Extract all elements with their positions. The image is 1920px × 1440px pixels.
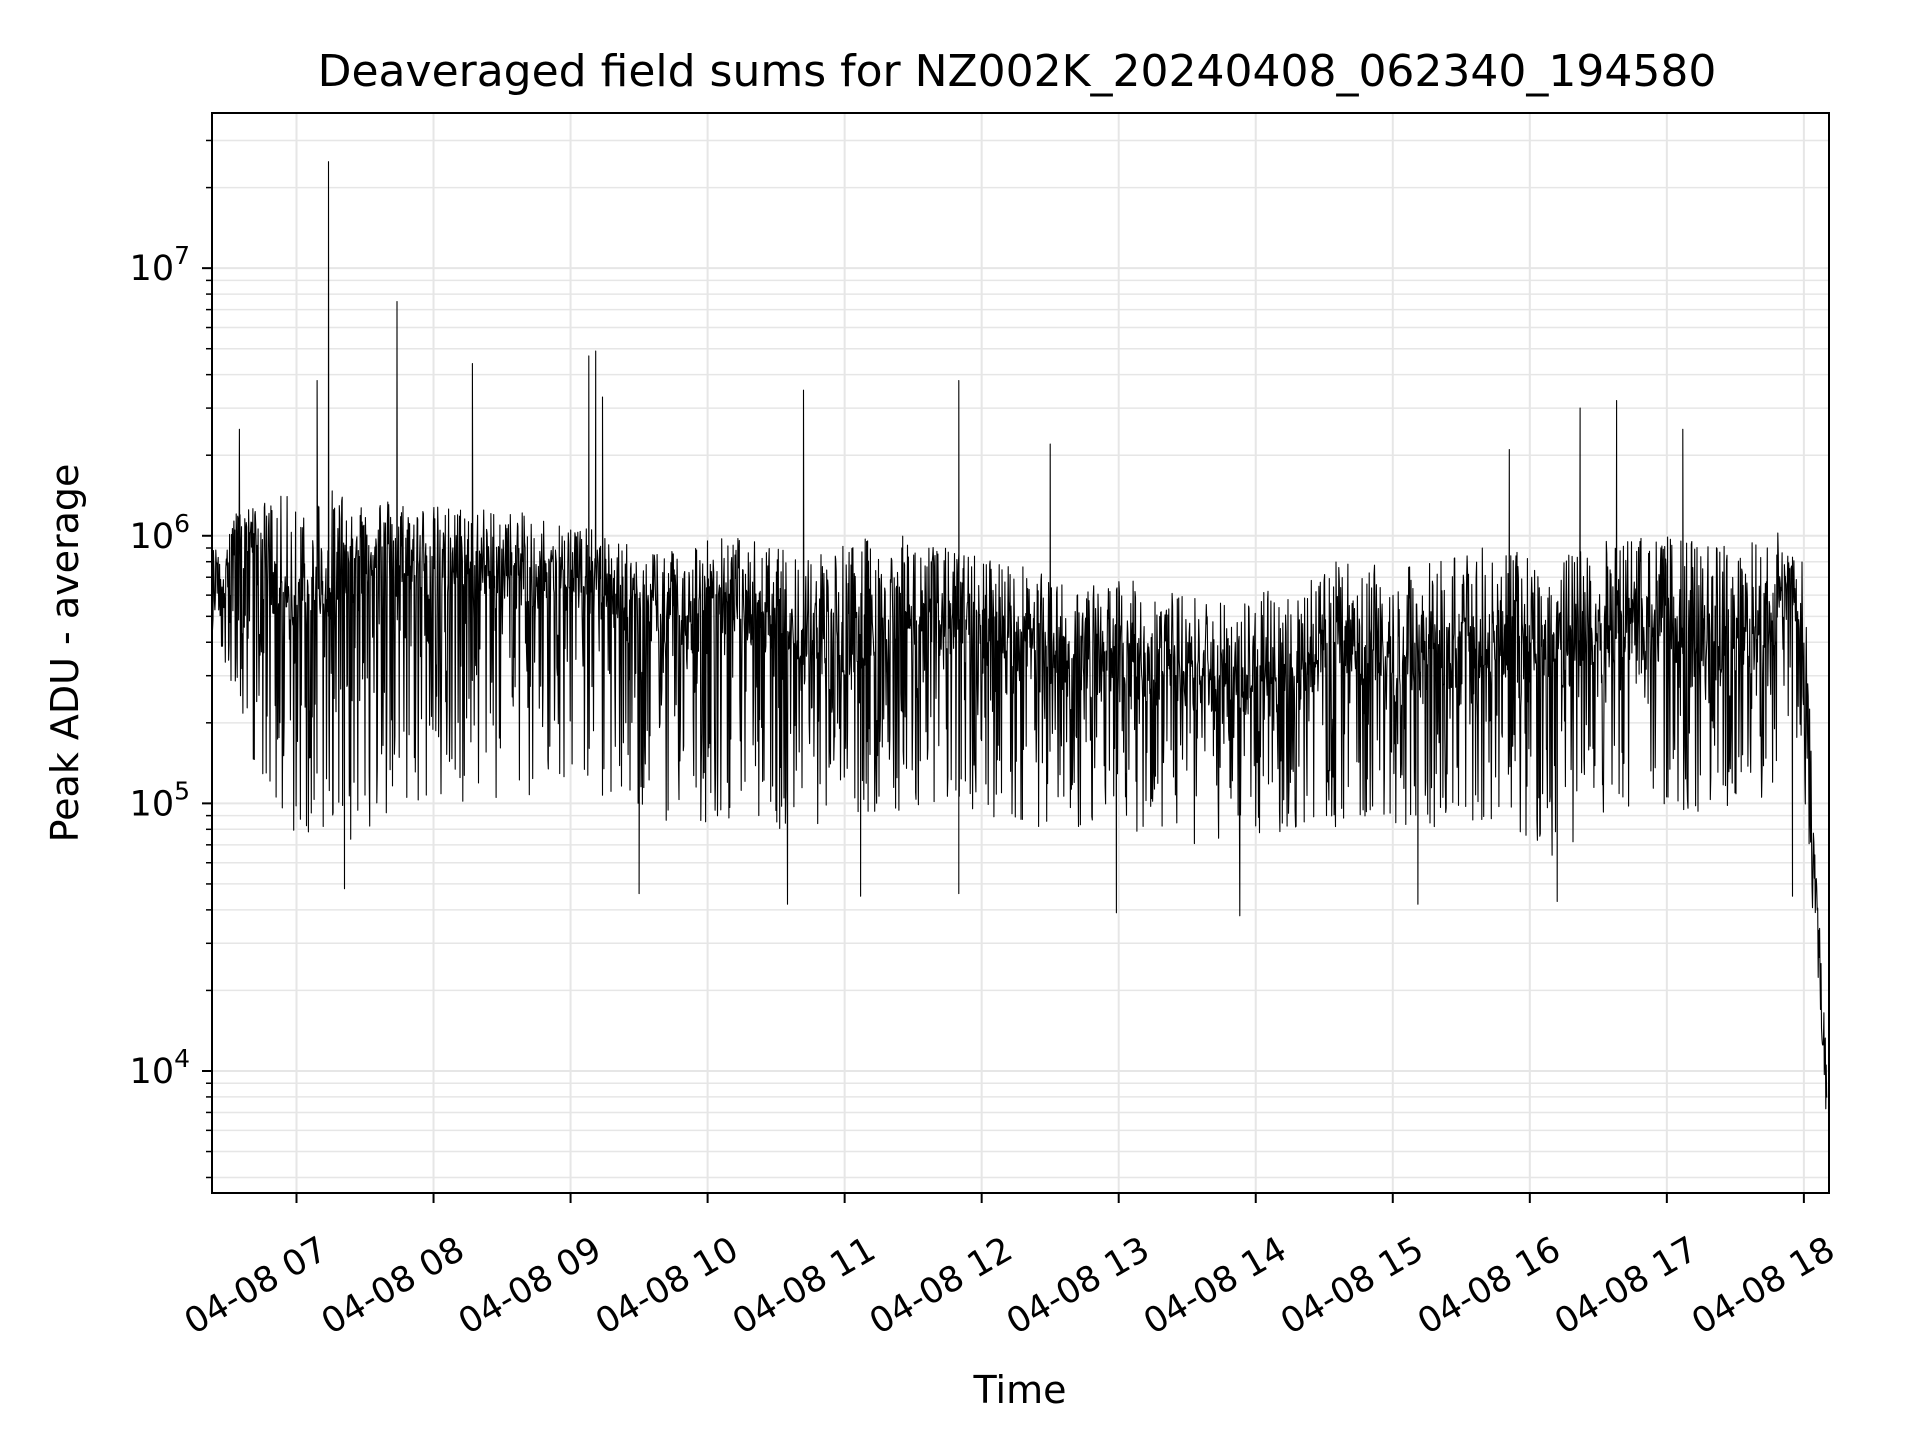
x-tick-label: 04-08 12 xyxy=(863,1229,1019,1342)
x-tick-label: 04-08 18 xyxy=(1685,1229,1841,1342)
data-series xyxy=(211,161,1828,1110)
series-line xyxy=(211,161,1828,1110)
x-tick-label: 04-08 16 xyxy=(1411,1229,1567,1342)
x-tick-label: 04-08 08 xyxy=(315,1229,471,1342)
chart-title: Deaveraged field sums for NZ002K_2024040… xyxy=(318,46,1717,97)
y-tick-label: 106 xyxy=(130,509,190,557)
y-tick-label: 105 xyxy=(130,776,190,824)
x-tick-label: 04-08 13 xyxy=(1000,1229,1156,1342)
y-tick-label: 107 xyxy=(130,241,190,289)
x-axis-label: Time xyxy=(973,1368,1067,1412)
x-tick-label: 04-08 09 xyxy=(452,1229,608,1342)
x-tick-label: 04-08 17 xyxy=(1548,1229,1704,1342)
plot-frame xyxy=(211,112,1830,1194)
x-tick-label: 04-08 10 xyxy=(589,1229,745,1342)
x-tick-label: 04-08 11 xyxy=(726,1229,882,1342)
x-tick-label: 04-08 15 xyxy=(1274,1229,1430,1342)
y-axis: 104 105 106 107 xyxy=(130,241,212,1092)
x-tick-label: 04-08 07 xyxy=(178,1229,334,1342)
y-axis-label: Peak ADU - average xyxy=(43,464,87,843)
x-tick-label: 04-08 14 xyxy=(1137,1229,1293,1342)
y-tick-label: 104 xyxy=(130,1044,190,1092)
